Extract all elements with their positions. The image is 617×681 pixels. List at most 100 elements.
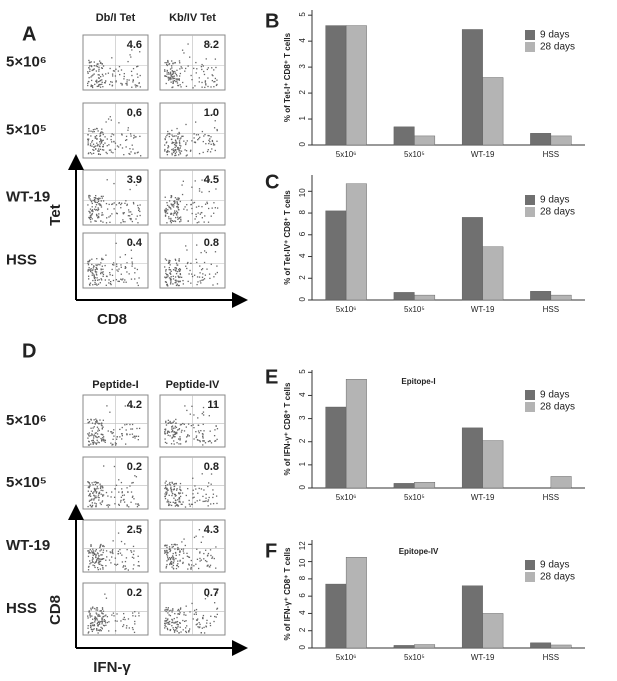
event-dot <box>96 274 98 276</box>
event-dot <box>102 551 104 554</box>
event-dot <box>176 78 179 80</box>
event-dot <box>202 617 204 619</box>
event-dot <box>123 154 125 156</box>
event-dot <box>177 197 179 199</box>
event-dot <box>178 269 180 271</box>
event-dot <box>164 138 166 141</box>
event-dot <box>202 614 205 617</box>
event-dot <box>91 218 93 220</box>
event-dot <box>96 436 98 439</box>
event-dot <box>112 75 114 77</box>
event-dot <box>137 555 139 557</box>
event-dot <box>106 217 108 219</box>
event-dot <box>94 481 97 483</box>
x-axis-label: CD8 <box>97 311 127 328</box>
event-dot <box>195 61 197 64</box>
event-dot <box>173 77 176 80</box>
event-dot <box>172 148 174 150</box>
event-dot <box>207 67 210 69</box>
event-dot <box>102 200 105 202</box>
event-dot <box>177 609 179 612</box>
event-dot <box>198 81 200 83</box>
event-dot <box>117 532 120 534</box>
event-dot <box>97 568 99 571</box>
event-dot <box>179 151 181 154</box>
event-dot <box>111 213 113 215</box>
event-dot <box>105 559 107 561</box>
event-dot <box>94 489 97 491</box>
event-dot <box>197 417 199 419</box>
event-dot <box>90 499 93 501</box>
event-dot <box>171 220 173 222</box>
event-dot <box>113 202 115 204</box>
event-dot <box>87 139 89 141</box>
event-dot <box>99 550 101 552</box>
event-dot <box>185 265 187 267</box>
event-dot <box>204 500 206 503</box>
event-dot <box>173 200 175 203</box>
event-dot <box>216 613 218 616</box>
event-dot <box>91 269 93 272</box>
event-dot <box>132 436 134 438</box>
event-dot <box>171 86 173 89</box>
event-dot <box>181 49 184 51</box>
event-dot <box>170 504 173 507</box>
event-dot <box>195 535 197 537</box>
event-dot <box>95 443 98 445</box>
event-dot <box>100 200 102 202</box>
legend-swatch <box>525 30 535 40</box>
event-dot <box>178 554 181 556</box>
event-dot <box>180 276 183 278</box>
event-dot <box>138 277 140 279</box>
event-dot <box>88 550 90 552</box>
event-dot <box>171 75 173 77</box>
event-dot <box>173 433 176 436</box>
event-dot <box>126 204 128 207</box>
event-dot <box>96 426 99 428</box>
event-dot <box>203 179 206 181</box>
event-dot <box>98 623 101 625</box>
event-dot <box>97 144 99 146</box>
event-dot <box>174 269 176 271</box>
event-dot <box>164 210 166 212</box>
event-dot <box>94 619 96 621</box>
event-dot <box>214 149 216 152</box>
event-dot <box>93 73 95 75</box>
event-dot <box>173 488 175 490</box>
event-dot <box>126 83 128 85</box>
event-dot <box>87 615 89 617</box>
event-dot <box>96 208 98 211</box>
event-dot <box>211 79 214 82</box>
event-dot <box>111 550 113 552</box>
event-dot <box>201 68 203 71</box>
event-dot <box>199 265 201 267</box>
event-dot <box>172 558 174 560</box>
event-dot <box>187 43 189 45</box>
event-dot <box>110 151 113 153</box>
event-dot <box>138 565 141 567</box>
event-dot <box>99 153 102 156</box>
event-dot <box>88 130 90 132</box>
event-dot <box>102 487 104 489</box>
event-dot <box>195 436 197 439</box>
event-dot <box>110 431 113 433</box>
event-dot <box>191 78 193 81</box>
row-label: 5×10⁵ <box>6 474 47 491</box>
event-dot <box>101 149 104 151</box>
event-dot <box>191 405 193 407</box>
column-header: Kb/IV Tet <box>169 12 216 24</box>
event-dot <box>200 430 202 432</box>
event-dot <box>96 567 99 569</box>
event-dot <box>191 503 194 506</box>
event-dot <box>199 136 201 139</box>
gate-percent: 0.7 <box>204 587 219 599</box>
event-dot <box>176 627 178 629</box>
event-dot <box>98 145 101 147</box>
event-dot <box>176 623 178 625</box>
event-dot <box>99 148 102 151</box>
event-dot <box>201 206 203 208</box>
event-dot <box>174 630 176 632</box>
event-dot <box>91 209 94 211</box>
event-dot <box>199 280 201 282</box>
